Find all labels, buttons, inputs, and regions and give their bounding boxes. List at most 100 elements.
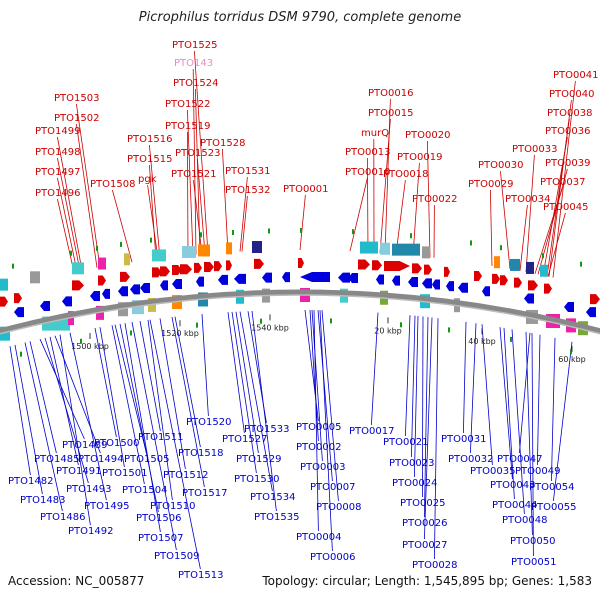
annotation-block-outer[interactable]: [124, 253, 130, 266]
gene-label-reverse[interactable]: PTO1507: [138, 533, 183, 544]
reverse-gene-arrow[interactable]: [90, 290, 100, 301]
annotation-block-outer[interactable]: [226, 242, 232, 255]
forward-gene-arrow[interactable]: [358, 259, 370, 270]
forward-gene-arrow[interactable]: [172, 265, 182, 276]
gene-label-reverse[interactable]: PTO1535: [254, 512, 299, 523]
forward-gene-arrow[interactable]: [120, 271, 130, 282]
forward-gene-arrow[interactable]: [72, 280, 84, 291]
annotation-block-outer[interactable]: [152, 249, 166, 262]
gene-label-forward[interactable]: PTO143: [174, 58, 213, 69]
gene-label-reverse[interactable]: PTO1504: [122, 485, 167, 496]
forward-gene-arrow[interactable]: [226, 260, 232, 271]
gene-label-reverse[interactable]: PTO0050: [510, 536, 555, 547]
gene-label-forward[interactable]: PTO0010: [345, 167, 390, 178]
gene-label-forward[interactable]: PTO0030: [478, 160, 523, 171]
reverse-gene-arrow[interactable]: [140, 283, 150, 293]
gene-label-reverse[interactable]: PTO0027: [402, 540, 447, 551]
forward-gene-arrow[interactable]: [528, 280, 538, 291]
gene-label-reverse[interactable]: PTO1520: [186, 417, 231, 428]
annotation-block-outer[interactable]: [422, 246, 430, 259]
forward-gene-arrow[interactable]: [180, 264, 192, 275]
gene-label-reverse[interactable]: PTO0017: [349, 426, 394, 437]
reverse-gene-arrow[interactable]: [432, 279, 440, 290]
gene-label-forward[interactable]: PTO0034: [505, 194, 550, 205]
gene-label-forward[interactable]: PTO0036: [545, 126, 590, 137]
gene-label-reverse[interactable]: PTO1500: [94, 438, 139, 449]
annotation-block-outer[interactable]: [360, 241, 378, 254]
gene-label-reverse[interactable]: PTO0023: [389, 458, 434, 469]
annotation-block-outer[interactable]: [526, 261, 534, 274]
annotation-block-outer[interactable]: [182, 245, 196, 258]
forward-gene-arrow[interactable]: [298, 258, 304, 269]
forward-gene-arrow[interactable]: [412, 263, 422, 274]
forward-gene-arrow[interactable]: [214, 261, 222, 272]
forward-gene-arrow[interactable]: [492, 273, 500, 284]
gene-label-reverse[interactable]: PTO0035: [470, 466, 515, 477]
gene-label-reverse[interactable]: PTO1534: [250, 492, 295, 503]
gene-label-reverse[interactable]: PTO0024: [392, 478, 437, 489]
reverse-gene-arrow[interactable]: [586, 307, 596, 318]
gene-label-reverse[interactable]: PTO1494: [78, 454, 123, 465]
gene-label-reverse[interactable]: PTO0048: [502, 515, 547, 526]
forward-gene-arrow[interactable]: [444, 266, 450, 277]
forward-gene-arrow[interactable]: [194, 262, 202, 273]
gene-label-reverse[interactable]: PTO0043: [490, 480, 535, 491]
gene-label-reverse[interactable]: PTO0006: [310, 552, 355, 563]
gene-label-reverse[interactable]: PTO1482: [8, 476, 53, 487]
reverse-gene-arrow[interactable]: [40, 301, 50, 312]
forward-gene-arrow[interactable]: [152, 267, 162, 278]
gene-label-forward[interactable]: PTO0015: [368, 108, 413, 119]
reverse-gene-arrow[interactable]: [446, 281, 454, 292]
reverse-gene-arrow[interactable]: [482, 286, 490, 297]
annotation-block-inner[interactable]: [0, 326, 10, 341]
reverse-gene-arrow[interactable]: [172, 279, 182, 290]
forward-gene-arrow[interactable]: [514, 277, 522, 288]
gene-label-forward[interactable]: PTO1499: [35, 126, 80, 137]
gene-label-reverse[interactable]: PTO0051: [511, 557, 556, 568]
reverse-gene-arrow[interactable]: [262, 272, 272, 283]
reverse-gene-arrow[interactable]: [348, 272, 358, 283]
reverse-gene-arrow[interactable]: [422, 278, 432, 289]
gene-label-reverse[interactable]: PTO0054: [529, 482, 574, 493]
forward-gene-arrow[interactable]: [424, 264, 432, 275]
gene-label-reverse[interactable]: PTO1492: [68, 526, 113, 537]
gene-label-forward[interactable]: PTO1528: [200, 138, 245, 149]
reverse-gene-arrow[interactable]: [196, 276, 204, 287]
gene-label-reverse[interactable]: PTO1513: [178, 570, 223, 581]
annotation-block-outer[interactable]: [198, 244, 210, 257]
gene-label-reverse[interactable]: PTO1511: [138, 432, 183, 443]
gene-label-reverse[interactable]: PTO1509: [154, 551, 199, 562]
gene-label-forward[interactable]: PTO1532: [225, 185, 270, 196]
gene-label-forward[interactable]: PTO0029: [468, 179, 513, 190]
gene-label-reverse[interactable]: PTO0032: [448, 454, 493, 465]
gene-label-reverse[interactable]: PTO1512: [163, 470, 208, 481]
gene-label-reverse[interactable]: PTO1491: [56, 466, 101, 477]
reverse-gene-arrow[interactable]: [234, 273, 246, 284]
annotation-block-outer[interactable]: [510, 258, 520, 271]
reverse-gene-arrow[interactable]: [282, 272, 290, 283]
gene-label-reverse[interactable]: PTO1518: [178, 448, 223, 459]
gene-label-reverse[interactable]: PTO0055: [531, 502, 576, 513]
gene-label-reverse[interactable]: PTO1483: [20, 495, 65, 506]
gene-label-reverse[interactable]: PTO0031: [441, 434, 486, 445]
gene-label-reverse[interactable]: PTO1530: [234, 474, 279, 485]
forward-gene-arrow[interactable]: [98, 275, 106, 286]
gene-label-forward[interactable]: PTO0022: [412, 194, 457, 205]
forward-gene-arrow[interactable]: [500, 275, 508, 286]
forward-gene-arrow[interactable]: [544, 283, 552, 294]
gene-label-reverse[interactable]: PTO0021: [383, 437, 428, 448]
gene-label-forward[interactable]: PTO1524: [173, 78, 218, 89]
gene-label-reverse[interactable]: PTO0007: [310, 482, 355, 493]
gene-label-forward[interactable]: PTO1523: [175, 148, 220, 159]
annotation-block-outer[interactable]: [252, 240, 262, 253]
gene-label-reverse[interactable]: PTO1486: [40, 512, 85, 523]
reverse-gene-arrow[interactable]: [118, 286, 128, 297]
gene-label-reverse[interactable]: PTO1505: [124, 454, 169, 465]
gene-label-forward[interactable]: PTO0033: [512, 144, 557, 155]
annotation-block-outer[interactable]: [72, 262, 84, 275]
reverse-gene-arrow[interactable]: [14, 307, 24, 318]
reverse-gene-arrow[interactable]: [392, 275, 400, 286]
gene-label-forward[interactable]: PTO1531: [225, 166, 270, 177]
gene-label-forward[interactable]: PTO0018: [383, 169, 428, 180]
gene-label-forward[interactable]: PTO1498: [35, 147, 80, 158]
